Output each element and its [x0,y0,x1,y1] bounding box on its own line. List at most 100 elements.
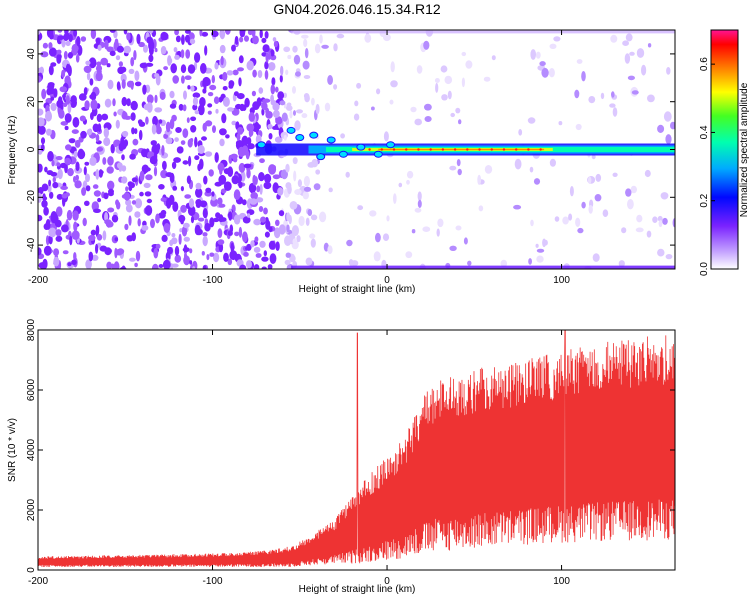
noise-speck [153,166,158,177]
noise-speck [109,50,116,57]
noise-speck [121,265,126,269]
noise-speck [118,61,123,67]
noise-speck [630,185,637,194]
noise-speck [90,99,98,110]
noise-speck [228,211,233,221]
noise-speck [174,137,179,143]
noise-speck [514,158,522,170]
tone-peak-dot [453,148,457,151]
lower-edge-band [291,265,675,269]
noise-speck [180,140,186,146]
noise-speck [264,31,269,39]
noise-speck [155,75,161,86]
noise-speck [386,215,390,222]
noise-speck [38,262,47,269]
noise-speck [253,264,260,269]
noise-speck [187,85,191,90]
noise-speck [250,240,255,248]
noise-speck [414,207,422,213]
noise-speck [200,63,207,74]
tone-onset-blob [373,150,383,158]
noise-speck [38,75,42,83]
noise-speck [213,96,220,104]
noise-speck [249,198,258,205]
noise-speck [88,234,96,242]
noise-speck [56,54,62,64]
noise-speck [289,201,298,210]
noise-speck [95,224,100,236]
noise-speck [383,33,391,42]
noise-speck [194,110,199,115]
noise-speck [42,196,48,201]
noise-speck [292,86,296,94]
noise-speck [236,133,241,141]
noise-speck [150,140,157,146]
noise-speck [181,34,185,45]
noise-speck [41,183,49,192]
noise-speck [73,176,76,183]
spectrogram-x-label: Height of straight line (km) [299,284,416,295]
upper-edge-band [291,30,675,34]
noise-speck [74,139,81,148]
spectrogram-y-tick-label: 20 [26,96,37,108]
noise-speck [309,233,316,239]
noise-speck [357,205,364,211]
noise-speck [663,111,672,122]
noise-speck [652,216,658,223]
noise-speck [258,172,265,182]
noise-speck [118,142,125,152]
noise-speck [195,187,203,198]
noise-speck [82,217,87,227]
noise-speck [118,167,122,172]
noise-speck [40,144,45,152]
noise-speck [69,235,73,246]
noise-speck [67,52,73,59]
noise-speck [90,91,97,101]
noise-speck [47,183,52,193]
noise-speck [97,197,102,203]
noise-speck [248,112,255,122]
noise-speck [389,99,394,105]
noise-speck [131,177,138,183]
tone-onset-blob [256,141,266,149]
noise-speck [304,48,309,59]
noise-speck [247,30,253,36]
noise-speck [56,162,61,167]
noise-speck [549,43,557,49]
noise-speck [272,37,277,42]
noise-speck [110,143,115,154]
noise-speck [121,176,128,184]
noise-speck [218,242,224,253]
noise-speck [95,65,103,72]
noise-speck [55,229,62,237]
noise-speck [646,230,652,238]
noise-speck [62,102,68,108]
noise-speck [369,210,377,217]
noise-speck [121,165,127,172]
noise-speck [57,35,65,40]
noise-speck [132,138,139,146]
noise-speck [71,259,77,266]
noise-speck [47,87,56,95]
noise-speck [169,103,177,109]
noise-speck [106,46,114,53]
tone-onset-blob [309,131,319,139]
noise-speck [114,237,119,242]
noise-speck [237,67,244,72]
noise-speck [71,230,80,240]
snr-x-ticks: -200 -100 0 100 [28,330,570,587]
noise-speck [46,30,54,38]
noise-speck [211,75,215,84]
noise-speck [171,114,177,122]
noise-speck [353,113,360,121]
noise-speck [90,229,97,236]
tone-peak-dot [380,148,384,151]
noise-speck [155,243,161,249]
noise-speck [184,75,192,80]
noise-speck [145,205,153,216]
noise-speck [622,40,629,46]
noise-speck [483,76,491,82]
noise-speck [43,245,52,256]
noise-speck [38,108,44,116]
noise-speck [165,137,173,145]
